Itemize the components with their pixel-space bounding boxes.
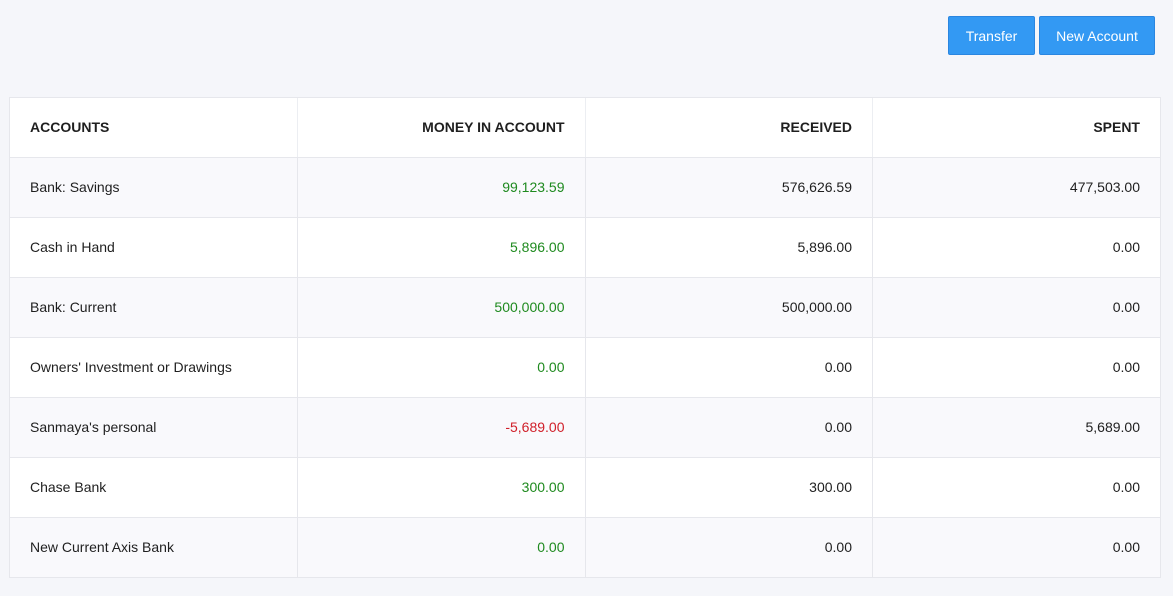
- money-in-account-cell: 0.00: [297, 337, 586, 398]
- table-row[interactable]: Bank: Current 500,000.00 500,000.00 0.00: [10, 277, 1160, 338]
- received-cell: 300.00: [585, 457, 873, 518]
- table-row[interactable]: Sanmaya's personal -5,689.00 0.00 5,689.00: [10, 397, 1160, 458]
- account-name-cell[interactable]: Cash in Hand: [10, 217, 298, 278]
- account-name-cell[interactable]: Bank: Current: [10, 277, 298, 338]
- money-in-account-cell: -5,689.00: [297, 397, 586, 458]
- column-header-spent[interactable]: SPENT: [872, 98, 1160, 158]
- account-name-cell[interactable]: Sanmaya's personal: [10, 397, 298, 458]
- table-header-row: ACCOUNTS MONEY IN ACCOUNT RECEIVED SPENT: [10, 98, 1160, 158]
- account-name-cell[interactable]: Bank: Savings: [10, 157, 298, 218]
- column-header-money-in-account[interactable]: MONEY IN ACCOUNT: [297, 98, 586, 158]
- received-cell: 500,000.00: [585, 277, 873, 338]
- spent-cell: 5,689.00: [872, 397, 1160, 458]
- received-cell: 576,626.59: [585, 157, 873, 218]
- money-in-account-cell: 99,123.59: [297, 157, 586, 218]
- column-header-received[interactable]: RECEIVED: [585, 98, 873, 158]
- transfer-button[interactable]: Transfer: [948, 16, 1035, 55]
- spent-cell: 0.00: [872, 337, 1160, 398]
- received-cell: 5,896.00: [585, 217, 873, 278]
- money-in-account-cell: 0.00: [297, 517, 586, 577]
- table-row[interactable]: Chase Bank 300.00 300.00 0.00: [10, 457, 1160, 518]
- account-name-cell[interactable]: New Current Axis Bank: [10, 517, 298, 577]
- received-cell: 0.00: [585, 337, 873, 398]
- column-header-accounts[interactable]: ACCOUNTS: [10, 98, 298, 158]
- account-name-cell[interactable]: Owners' Investment or Drawings: [10, 337, 298, 398]
- money-in-account-cell: 300.00: [297, 457, 586, 518]
- table-row[interactable]: Cash in Hand 5,896.00 5,896.00 0.00: [10, 217, 1160, 278]
- money-in-account-cell: 500,000.00: [297, 277, 586, 338]
- account-name-cell[interactable]: Chase Bank: [10, 457, 298, 518]
- toolbar: Transfer New Account: [948, 16, 1155, 55]
- spent-cell: 0.00: [872, 217, 1160, 278]
- received-cell: 0.00: [585, 517, 873, 577]
- spent-cell: 0.00: [872, 457, 1160, 518]
- new-account-button[interactable]: New Account: [1039, 16, 1155, 55]
- table-row[interactable]: Owners' Investment or Drawings 0.00 0.00 0.…: [10, 337, 1160, 398]
- accounts-table: ACCOUNTS MONEY IN ACCOUNT RECEIVED SPENT…: [9, 97, 1161, 578]
- money-in-account-cell: 5,896.00: [297, 217, 586, 278]
- table-row[interactable]: New Current Axis Bank 0.00 0.00 0.00: [10, 517, 1160, 577]
- spent-cell: 477,503.00: [872, 157, 1160, 218]
- spent-cell: 0.00: [872, 517, 1160, 577]
- received-cell: 0.00: [585, 397, 873, 458]
- spent-cell: 0.00: [872, 277, 1160, 338]
- table-row[interactable]: Bank: Savings 99,123.59 576,626.59 477,503.…: [10, 157, 1160, 218]
